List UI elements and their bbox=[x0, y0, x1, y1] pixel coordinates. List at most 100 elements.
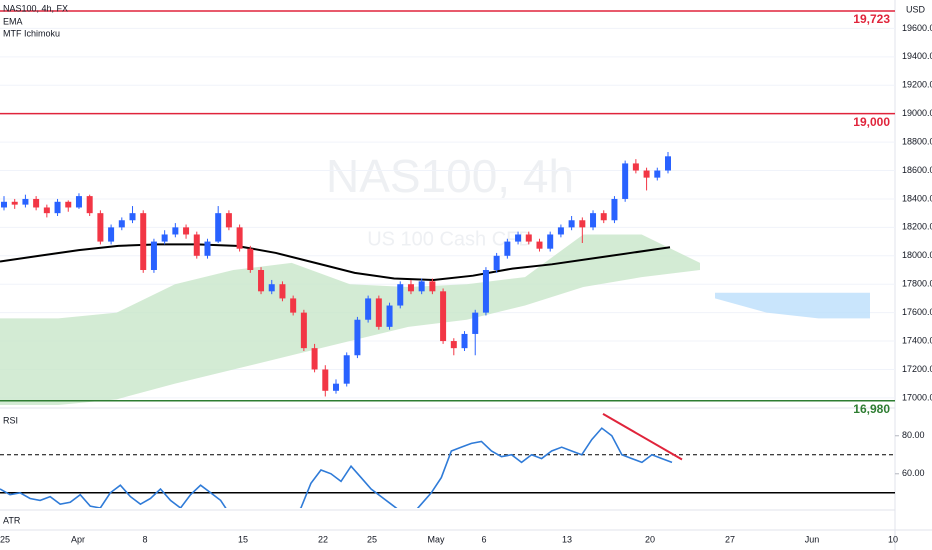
candle-body bbox=[268, 284, 275, 292]
y-tick-label: 17200.00 bbox=[902, 364, 932, 374]
candle-body bbox=[429, 281, 436, 292]
candle-body bbox=[568, 220, 575, 228]
candle-body bbox=[515, 234, 522, 242]
watermark: NAS100, 4h bbox=[326, 150, 574, 202]
candle-body bbox=[86, 196, 93, 214]
level-label: 16,980 bbox=[853, 402, 890, 416]
chart-title: NAS100, 4h, FX bbox=[3, 3, 68, 13]
candle-body bbox=[482, 270, 489, 313]
ema-line bbox=[0, 243, 671, 281]
candle-body bbox=[247, 248, 254, 270]
x-tick-label: Jun bbox=[805, 534, 820, 544]
candle-body bbox=[54, 201, 61, 214]
x-tick-label: 15 bbox=[238, 534, 248, 544]
candle-body bbox=[118, 220, 125, 228]
y-tick-label: 17600.00 bbox=[902, 307, 932, 317]
candle-body bbox=[333, 383, 339, 391]
candle-body bbox=[108, 227, 115, 242]
level-label: 19,723 bbox=[853, 12, 890, 26]
rsi-pane bbox=[0, 427, 895, 508]
rsi-trendline bbox=[602, 413, 683, 461]
x-tick-label: May bbox=[427, 534, 445, 544]
candle-body bbox=[236, 227, 243, 249]
x-tick-label: Apr bbox=[71, 534, 85, 544]
candle-body bbox=[450, 341, 457, 349]
candle-body bbox=[311, 348, 318, 370]
candle-body bbox=[643, 170, 650, 178]
candle-body bbox=[204, 241, 211, 256]
rsi-tick-label: 80.00 bbox=[902, 430, 925, 440]
x-tick-label: 25 bbox=[367, 534, 377, 544]
x-tick-label: 6 bbox=[481, 534, 486, 544]
candle-body bbox=[536, 241, 543, 249]
candle-body bbox=[290, 298, 297, 313]
candle-body bbox=[504, 241, 511, 256]
candle-body bbox=[215, 213, 222, 242]
candle-body bbox=[161, 234, 168, 242]
candle-body bbox=[365, 298, 372, 320]
candle-body bbox=[386, 305, 393, 327]
axes: 19600.00 19400.00 19200.00 19000.00 18800.00… bbox=[895, 23, 932, 478]
y-tick-label: 18800.00 bbox=[902, 136, 932, 146]
candle-body bbox=[22, 198, 29, 205]
candle-body bbox=[1, 201, 7, 208]
candle-body bbox=[407, 284, 414, 292]
candle-body bbox=[397, 284, 404, 306]
candle-body bbox=[632, 163, 639, 171]
candle-body bbox=[547, 234, 554, 249]
candle-body bbox=[300, 312, 307, 349]
rsi-tick-label: 60.00 bbox=[902, 468, 925, 478]
candle-body bbox=[654, 170, 661, 178]
candle-body bbox=[418, 281, 425, 292]
candle-body bbox=[150, 241, 157, 270]
candle-body bbox=[65, 201, 72, 208]
y-tick-label: 17400.00 bbox=[902, 335, 932, 345]
cloud bbox=[715, 292, 870, 319]
y-tick-label: 18000.00 bbox=[902, 250, 932, 260]
y-tick-label: 17000.00 bbox=[902, 392, 932, 402]
y-tick-label: 19600.00 bbox=[902, 23, 932, 33]
candle-body bbox=[440, 291, 447, 342]
candle-body bbox=[557, 227, 564, 235]
candle-body bbox=[579, 220, 586, 228]
candle-body bbox=[665, 156, 671, 171]
candle-body bbox=[33, 198, 40, 208]
x-tick-label: 20 bbox=[645, 534, 655, 544]
y-tick-label: 19400.00 bbox=[902, 51, 932, 61]
candle-body bbox=[590, 213, 597, 228]
candle-body bbox=[11, 201, 18, 205]
x-tick-label: 22 bbox=[318, 534, 328, 544]
watermark-subtitle: US 100 Cash CFD bbox=[367, 228, 533, 250]
candle-body bbox=[172, 227, 179, 235]
y-tick-label: 19000.00 bbox=[902, 108, 932, 118]
cloud bbox=[0, 234, 700, 405]
candle-body bbox=[343, 355, 350, 384]
candle-body bbox=[75, 196, 82, 208]
y-tick-label: 19200.00 bbox=[902, 80, 932, 90]
x-tick-label: 27 bbox=[725, 534, 735, 544]
candle-body bbox=[279, 284, 286, 299]
candle-body bbox=[193, 234, 200, 256]
candle-body bbox=[622, 163, 629, 199]
rsi-line bbox=[0, 427, 673, 508]
x-tick-label: 8 bbox=[142, 534, 147, 544]
candle-body bbox=[97, 213, 104, 242]
x-tick-label: 25 bbox=[0, 534, 10, 544]
candle-body bbox=[600, 213, 607, 221]
y-tick-label: 18600.00 bbox=[902, 165, 932, 175]
y-tick-label: 18400.00 bbox=[902, 193, 932, 203]
indicator-label: MTF Ichimoku bbox=[3, 28, 60, 38]
candle-body bbox=[225, 213, 232, 228]
candle-body bbox=[43, 207, 50, 214]
currency: USD bbox=[906, 4, 926, 14]
level-label: 19,000 bbox=[853, 115, 890, 129]
candle-body bbox=[354, 319, 361, 356]
indicator-label: EMA bbox=[3, 16, 23, 26]
candle-body bbox=[183, 227, 190, 235]
candle-body bbox=[461, 333, 468, 349]
y-tick-label: 17800.00 bbox=[902, 279, 932, 289]
pane-label: RSI bbox=[3, 415, 18, 425]
x-tick-label: 13 bbox=[562, 534, 572, 544]
candle-body bbox=[525, 234, 532, 242]
